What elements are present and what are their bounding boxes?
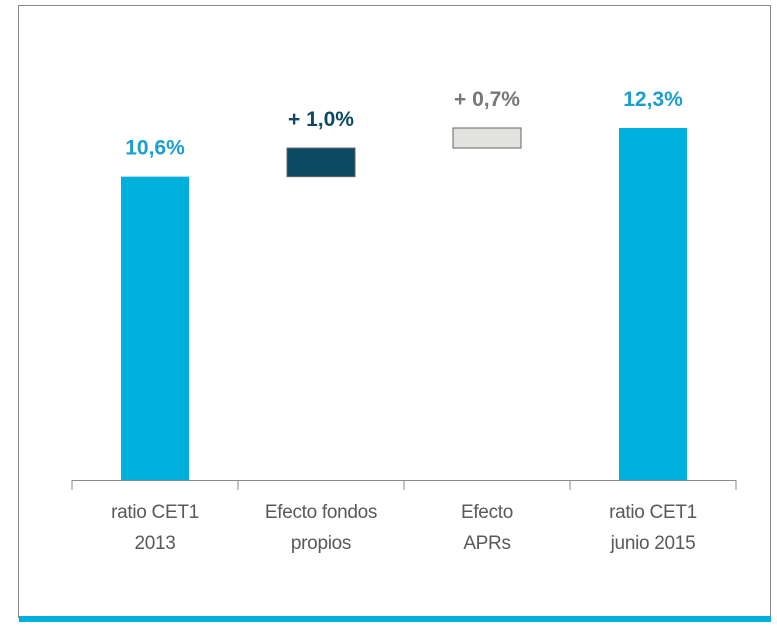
x-tick-label: Efecto APRs <box>460 502 514 554</box>
x-tick-label: ratio CET1 junio 2015 <box>609 502 697 554</box>
value-label: 10,6% <box>125 137 185 160</box>
x-tick-label: Efecto fondos propios <box>264 502 378 554</box>
bar <box>121 176 189 481</box>
bar <box>619 128 687 480</box>
value-label: 12,3% <box>623 88 683 111</box>
value-label: + 0,7% <box>454 88 520 111</box>
bar <box>286 147 356 178</box>
value-label: + 1,0% <box>288 108 354 131</box>
x-tick-label: ratio CET1 2013 <box>111 502 199 554</box>
bottom-band <box>19 616 771 622</box>
bar <box>452 127 522 149</box>
